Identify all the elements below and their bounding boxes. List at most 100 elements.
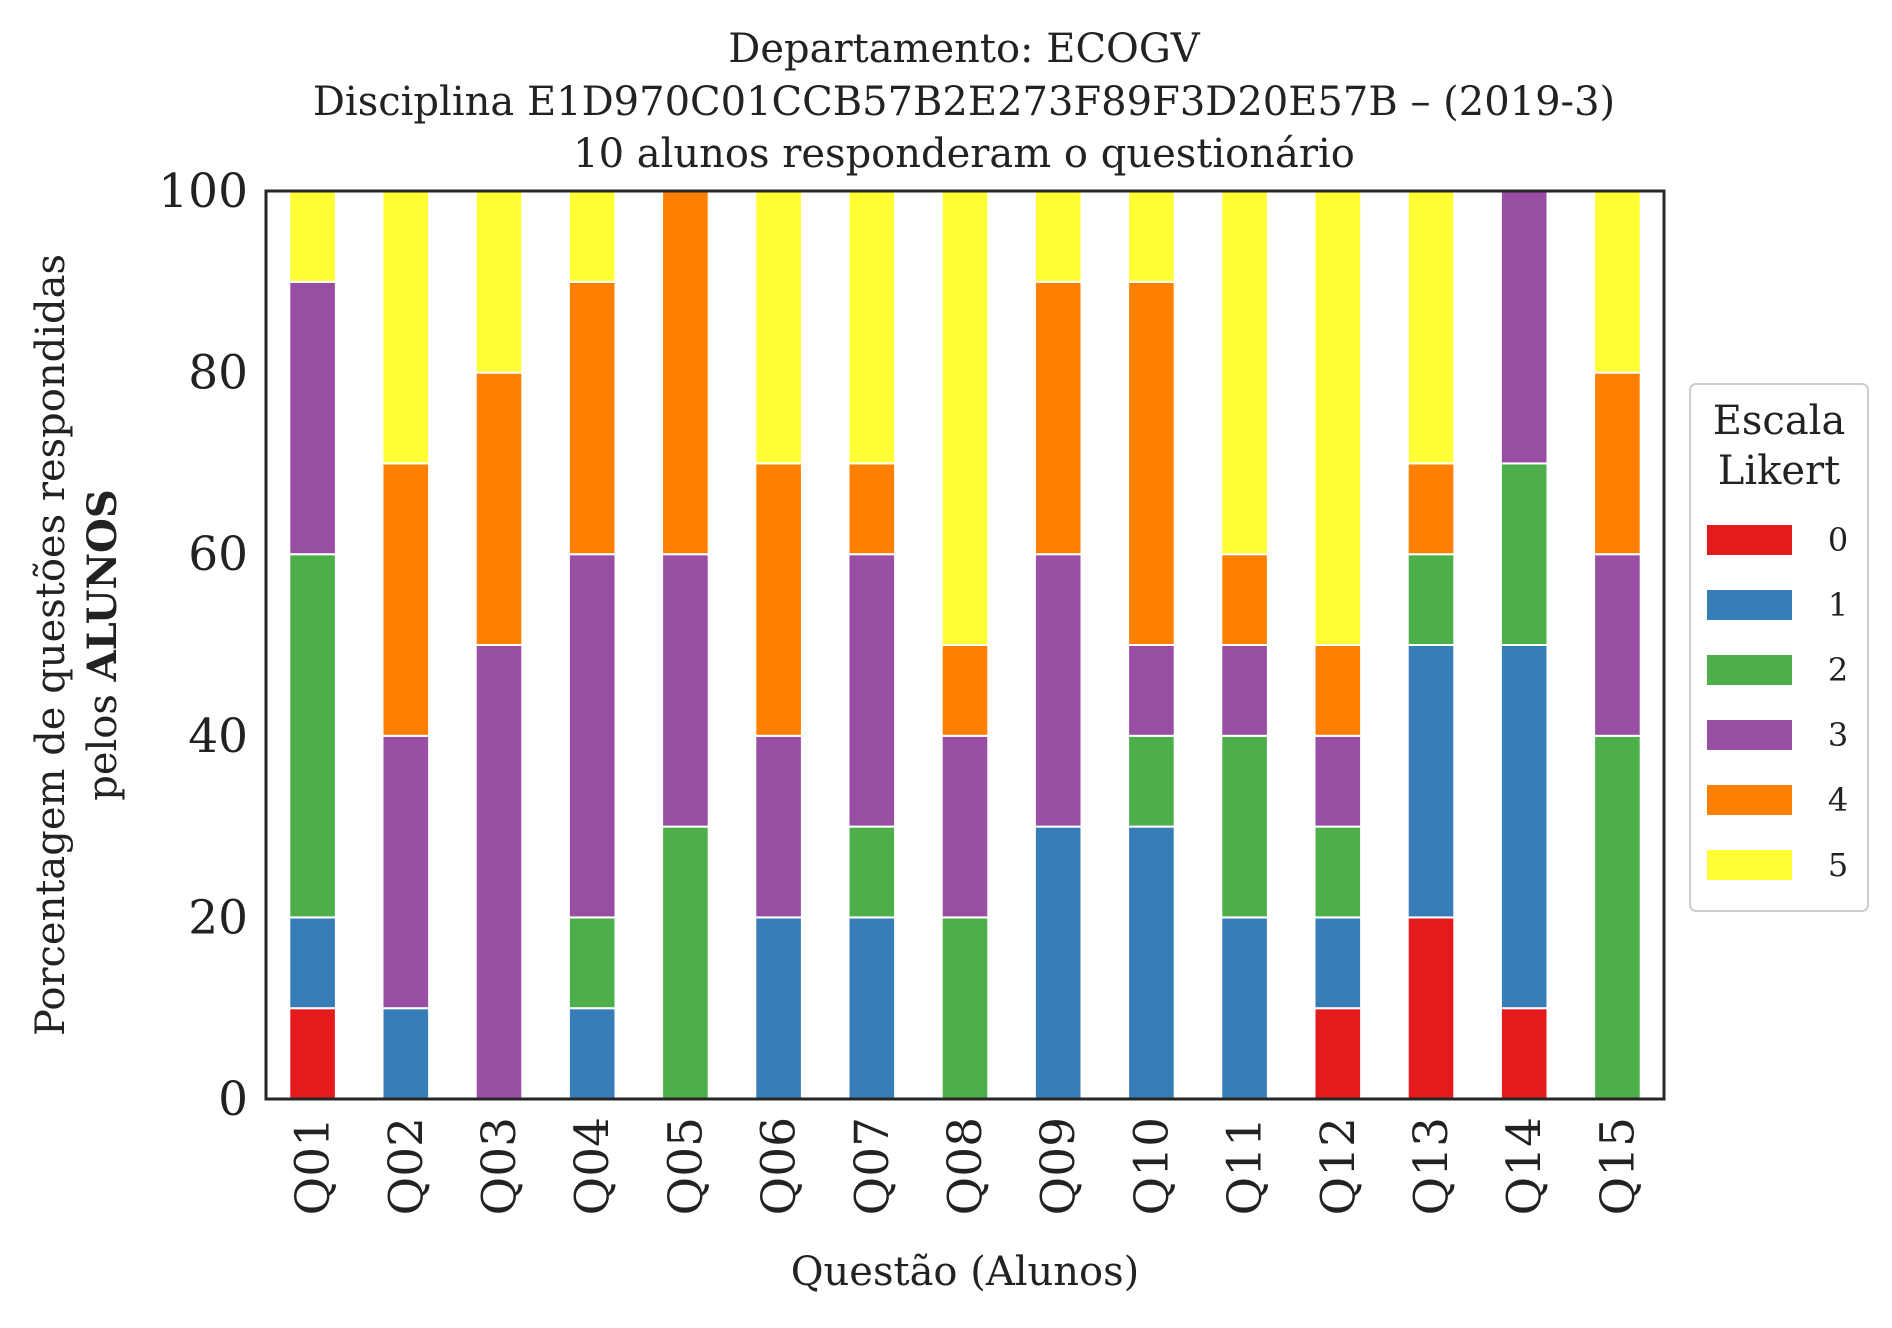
x-tick-label-q01: Q01 xyxy=(286,1117,341,1215)
bar-q14-scale-1 xyxy=(1499,644,1549,1010)
bar-q01-scale-1 xyxy=(288,916,337,1010)
bar-q12-scale-1 xyxy=(1313,916,1363,1010)
y-axis-label-prefix: pelos xyxy=(80,681,126,800)
bar-q05-scale-3 xyxy=(661,553,710,828)
bar-q13-scale-1 xyxy=(1406,644,1456,919)
bar-q12-scale-5 xyxy=(1313,190,1363,646)
bar-q11-scale-2 xyxy=(1220,734,1269,919)
x-tick-label-q06: Q06 xyxy=(752,1117,807,1215)
title-line-3: 10 alunos responderam o questionário xyxy=(573,131,1355,177)
bar-q12-scale-2 xyxy=(1313,825,1363,919)
bar-q01-scale-5 xyxy=(288,190,337,283)
bar-q05-scale-4 xyxy=(661,190,710,556)
bar-q15-scale-3 xyxy=(1593,553,1642,737)
bars xyxy=(288,190,1642,1101)
bar-q08-scale-5 xyxy=(940,190,990,646)
bar-q11-scale-3 xyxy=(1220,644,1269,737)
bar-q07-scale-3 xyxy=(847,553,897,828)
x-tick-label-q13: Q13 xyxy=(1404,1117,1459,1215)
legend-label-1: 1 xyxy=(1828,586,1848,624)
bar-q05-scale-2 xyxy=(661,825,710,1100)
y-tick-label: 20 xyxy=(188,890,248,945)
bar-q02-scale-3 xyxy=(381,734,431,1010)
bar-q10-scale-4 xyxy=(1127,280,1176,646)
bar-q04-scale-2 xyxy=(567,916,617,1010)
bar-q07-scale-5 xyxy=(847,190,897,465)
bar-q10-scale-3 xyxy=(1127,644,1176,737)
legend-swatch-5 xyxy=(1707,850,1792,880)
x-tick-label-q11: Q11 xyxy=(1218,1117,1273,1215)
y-tick-label: 100 xyxy=(158,164,248,219)
bar-q10-scale-1 xyxy=(1127,825,1176,1100)
y-axis-label-line1: Porcentagem de questões respondidas xyxy=(28,254,74,1036)
bar-q14-scale-2 xyxy=(1499,462,1549,646)
bar-q15-scale-2 xyxy=(1593,734,1642,1100)
x-tick-label-q08: Q08 xyxy=(938,1117,993,1215)
plot-frame xyxy=(264,189,1666,1101)
x-axis-ticks: Q01 Q02 Q03 Q04 Q05 Q06 Q07 Q08 Q09 Q10 Q11 Q12 Q13 Q… xyxy=(286,1117,1646,1215)
legend-label-5: 5 xyxy=(1828,846,1848,884)
x-axis-label: Questão (Alunos) xyxy=(791,1249,1140,1295)
legend-title-line2: Likert xyxy=(1718,448,1840,494)
bar-q07-scale-2 xyxy=(847,825,897,919)
legend-label-2: 2 xyxy=(1828,651,1848,689)
bar-q01-scale-3 xyxy=(288,280,337,556)
bar-q03-scale-5 xyxy=(474,190,524,374)
x-tick-label-q02: Q02 xyxy=(379,1117,434,1215)
legend-swatch-1 xyxy=(1707,590,1792,620)
bar-q14-scale-0 xyxy=(1499,1007,1549,1101)
x-tick-label-q07: Q07 xyxy=(845,1117,900,1215)
bar-q02-scale-1 xyxy=(381,1007,431,1101)
legend-swatch-0 xyxy=(1707,525,1792,555)
bar-q13-scale-2 xyxy=(1406,553,1456,647)
bar-q07-scale-4 xyxy=(847,462,897,556)
x-tick-label-q09: Q09 xyxy=(1031,1117,1086,1215)
y-tick-label: 80 xyxy=(188,346,248,401)
legend-entries: 0 1 2 3 4 5 xyxy=(1707,521,1848,884)
bar-q03-scale-3 xyxy=(474,644,524,1100)
legend-swatch-2 xyxy=(1707,655,1792,685)
y-axis-label-bold: ALUNOS xyxy=(79,489,126,682)
bar-q09-scale-5 xyxy=(1033,190,1083,283)
bar-q04-scale-4 xyxy=(567,280,617,556)
bar-q07-scale-1 xyxy=(847,916,897,1101)
bar-q03-scale-4 xyxy=(474,371,524,646)
bar-q13-scale-0 xyxy=(1406,916,1456,1101)
bar-q12-scale-0 xyxy=(1313,1007,1363,1101)
legend-title-line1: Escala xyxy=(1713,398,1846,444)
x-tick-label-q03: Q03 xyxy=(472,1117,527,1215)
bar-q06-scale-4 xyxy=(754,462,803,737)
title-line-1: Departamento: ECOGV xyxy=(728,26,1201,72)
bar-q06-scale-3 xyxy=(754,734,803,919)
legend: Escala Likert 0 1 2 3 4 5 xyxy=(1689,383,1869,912)
bar-q13-scale-5 xyxy=(1406,190,1456,465)
bar-q10-scale-2 xyxy=(1127,734,1176,828)
x-tick-label-q10: Q10 xyxy=(1124,1117,1179,1215)
x-tick-label-q05: Q05 xyxy=(658,1117,713,1215)
bar-q08-scale-3 xyxy=(940,734,990,919)
bar-q12-scale-3 xyxy=(1313,734,1363,828)
bar-q09-scale-4 xyxy=(1033,280,1083,556)
bar-q04-scale-1 xyxy=(567,1007,617,1101)
bar-q14-scale-3 xyxy=(1499,190,1549,465)
legend-swatch-3 xyxy=(1707,720,1792,750)
y-tick-label: 40 xyxy=(188,709,248,764)
bar-q08-scale-2 xyxy=(940,916,990,1101)
bar-q15-scale-5 xyxy=(1593,190,1642,374)
y-axis-label: Porcentagem de questões respondidas pelo… xyxy=(28,254,126,1036)
bar-q10-scale-5 xyxy=(1127,190,1176,283)
bar-q15-scale-4 xyxy=(1593,371,1642,556)
bar-q09-scale-3 xyxy=(1033,553,1083,828)
bar-q11-scale-1 xyxy=(1220,916,1269,1101)
x-tick-label-q15: Q15 xyxy=(1590,1117,1645,1215)
legend-label-4: 4 xyxy=(1828,781,1848,819)
bar-q02-scale-4 xyxy=(381,462,431,737)
bar-q08-scale-4 xyxy=(940,644,990,737)
bar-q09-scale-1 xyxy=(1033,825,1083,1100)
y-tick-label: 60 xyxy=(188,527,248,582)
y-axis-ticks: 0 20 40 60 80 100 xyxy=(158,164,248,1127)
bar-q04-scale-5 xyxy=(567,190,617,283)
legend-frame xyxy=(1689,383,1869,912)
bar-q01-scale-2 xyxy=(288,553,337,919)
